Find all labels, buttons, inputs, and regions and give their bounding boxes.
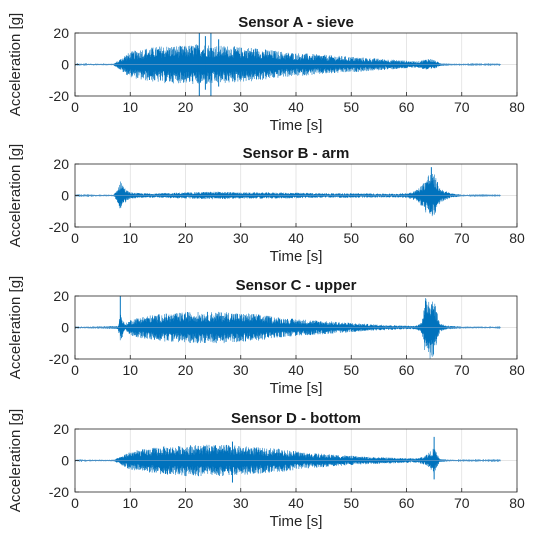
x-tick-label: 50 <box>343 230 359 246</box>
y-tick-label: 0 <box>61 188 69 204</box>
x-tick-label: 10 <box>122 362 138 378</box>
y-tick-label: 0 <box>61 453 69 469</box>
x-tick-label: 50 <box>343 362 359 378</box>
x-tick-label: 20 <box>178 495 194 511</box>
x-tick-label: 70 <box>454 495 470 511</box>
x-tick-label: 80 <box>509 362 525 378</box>
y-tick-label: 20 <box>53 156 69 172</box>
y-tick-label: -20 <box>49 219 69 235</box>
x-tick-label: 70 <box>454 362 470 378</box>
y-tick-label: -20 <box>49 484 69 500</box>
signal-trace <box>75 297 501 359</box>
y-tick-label: 20 <box>53 25 69 41</box>
signal-trace <box>75 173 501 217</box>
x-tick-label: 20 <box>178 99 194 115</box>
x-tick-label: 20 <box>178 230 194 246</box>
x-tick-label: 60 <box>399 99 415 115</box>
chart-title: Sensor A - sieve <box>238 14 354 31</box>
x-tick-label: 40 <box>288 362 304 378</box>
x-tick-label: 40 <box>288 495 304 511</box>
y-tick-label: -20 <box>49 88 69 104</box>
x-tick-label: 30 <box>233 230 249 246</box>
x-tick-label: 20 <box>178 362 194 378</box>
x-tick-label: 30 <box>233 495 249 511</box>
y-tick-label: 0 <box>61 320 69 336</box>
x-tick-label: 80 <box>509 99 525 115</box>
y-tick-label: -20 <box>49 351 69 367</box>
y-tick-label: 20 <box>53 288 69 304</box>
x-tick-label: 60 <box>399 230 415 246</box>
x-tick-label: 50 <box>343 495 359 511</box>
x-tick-label: 0 <box>71 362 79 378</box>
y-axis-label: Acceleration [g] <box>7 13 24 116</box>
x-tick-label: 30 <box>233 99 249 115</box>
y-axis-label: Acceleration [g] <box>7 409 24 512</box>
y-axis-label: Acceleration [g] <box>7 276 24 379</box>
chart-title: Sensor D - bottom <box>231 410 361 427</box>
y-tick-label: 20 <box>53 421 69 437</box>
chart-title: Sensor C - upper <box>236 277 357 294</box>
chart-title: Sensor B - arm <box>243 145 350 162</box>
x-tick-label: 40 <box>288 230 304 246</box>
x-tick-label: 60 <box>399 495 415 511</box>
x-axis-label: Time [s] <box>270 117 323 134</box>
x-tick-label: 10 <box>122 230 138 246</box>
x-axis-label: Time [s] <box>270 380 323 397</box>
x-tick-label: 60 <box>399 362 415 378</box>
x-tick-label: 70 <box>454 230 470 246</box>
x-axis-label: Time [s] <box>270 248 323 265</box>
x-tick-label: 70 <box>454 99 470 115</box>
x-tick-label: 40 <box>288 99 304 115</box>
x-tick-label: 0 <box>71 230 79 246</box>
x-tick-label: 10 <box>122 99 138 115</box>
y-axis-label: Acceleration [g] <box>7 144 24 247</box>
x-axis-label: Time [s] <box>270 513 323 530</box>
x-tick-label: 0 <box>71 99 79 115</box>
x-tick-label: 80 <box>509 495 525 511</box>
signal-trace <box>75 44 501 85</box>
x-tick-label: 50 <box>343 99 359 115</box>
x-tick-label: 80 <box>509 230 525 246</box>
x-tick-label: 0 <box>71 495 79 511</box>
y-tick-label: 0 <box>61 57 69 73</box>
x-tick-label: 10 <box>122 495 138 511</box>
x-tick-label: 30 <box>233 362 249 378</box>
signal-trace <box>75 444 501 477</box>
